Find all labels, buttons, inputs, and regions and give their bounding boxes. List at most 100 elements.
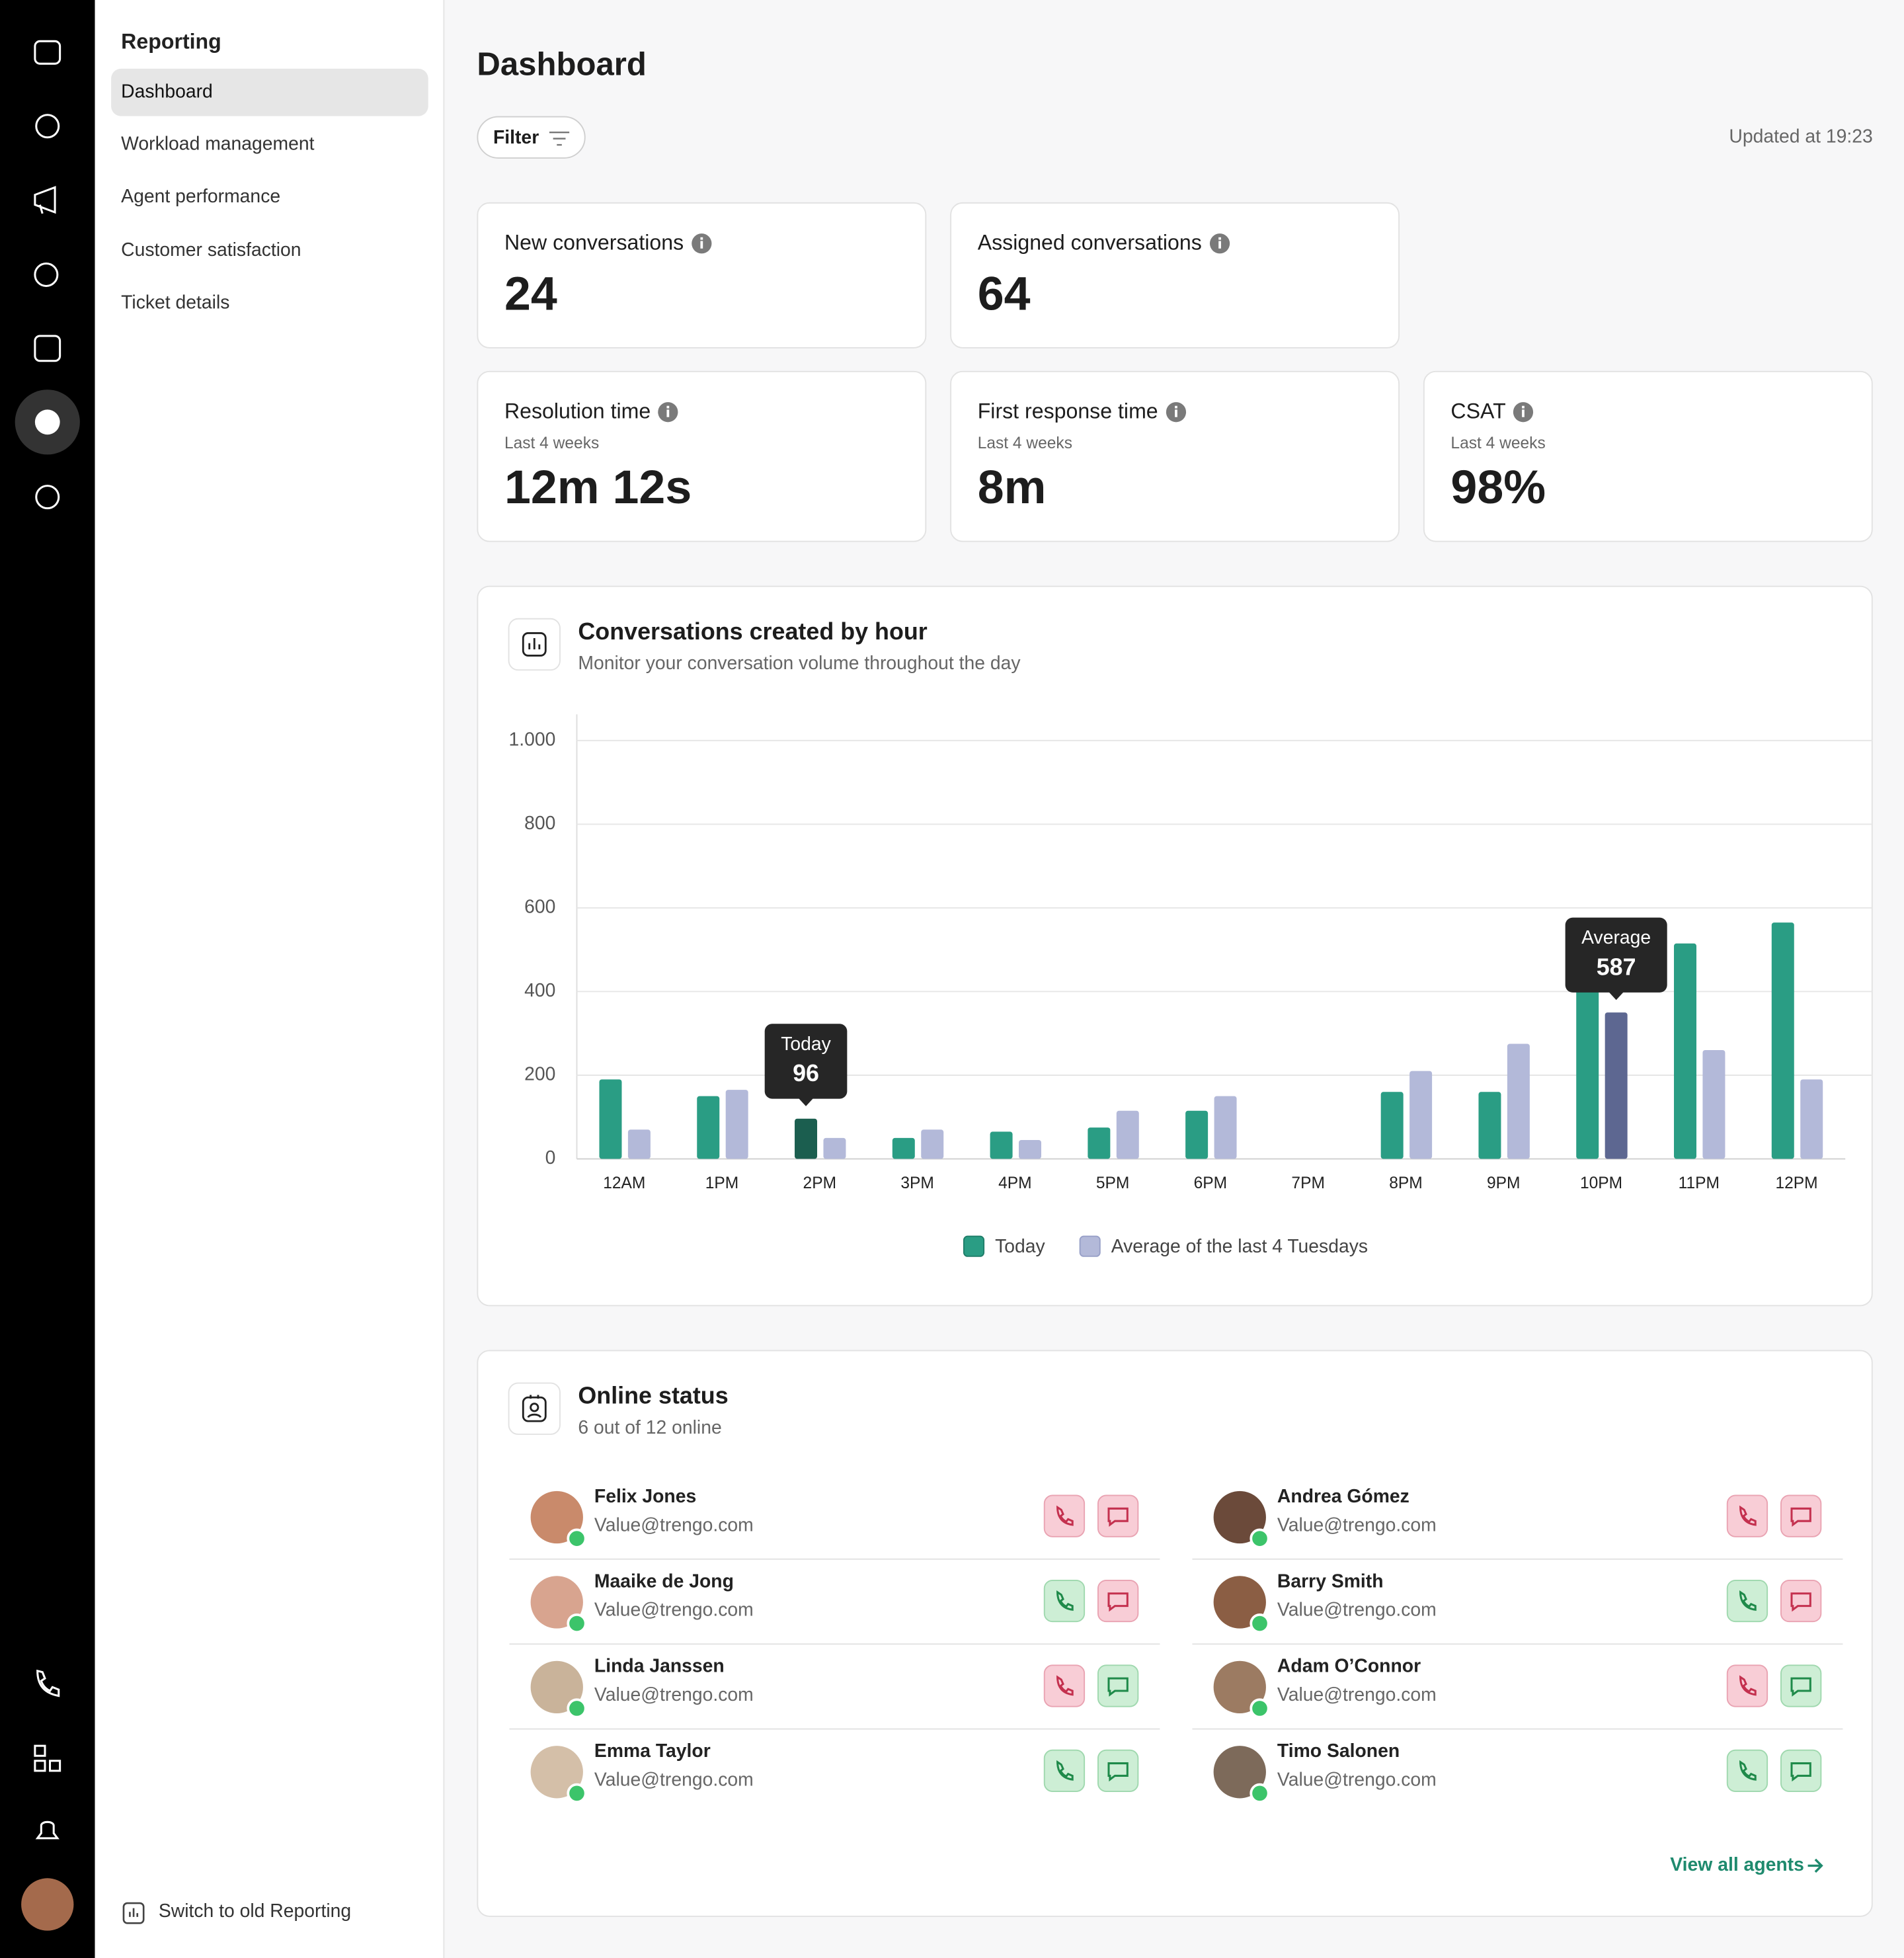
metric-value: 98% [1450,462,1546,515]
call-button[interactable] [1043,1749,1086,1792]
nav-item[interactable]: Agent performance [121,186,281,208]
filter-icon [549,131,570,146]
chat-glyph [1107,1677,1129,1697]
chat-glyph [1790,1677,1811,1697]
agent-name: Emma Taylor [594,1740,711,1762]
metric-label-row: CSAT [1450,399,1534,425]
metric-period: Last 4 weeks [1450,433,1546,452]
rail-icons [15,40,80,1931]
agent-email: Value@trengo.com [594,1514,754,1536]
arrow-icon [1807,1858,1823,1873]
agent-email: Value@trengo.com [1277,1684,1437,1706]
call-button[interactable] [1043,1494,1086,1537]
view-all-link[interactable]: View all agents [1670,1854,1804,1876]
metric-card: CSAT Last 4 weeks 98% [1423,370,1873,542]
metric-label: Assigned conversations [977,231,1202,255]
chat-button[interactable] [1780,1749,1822,1792]
info-icon[interactable] [658,402,678,423]
sidebar: Reporting Dashboard Workload management … [95,0,445,1958]
chat-button[interactable] [1780,1664,1822,1707]
online-dot [1250,1613,1270,1634]
agent-name: Timo Salonen [1277,1740,1400,1762]
online-card: Online status 6 out of 12 online View al… [477,1350,1873,1917]
nav-item[interactable]: Workload management [121,134,315,155]
row-divider [509,1558,1160,1560]
row-divider [1192,1643,1843,1645]
user-avatar[interactable] [21,1878,74,1931]
metric-period: Last 4 weeks [977,433,1072,452]
call-button[interactable] [1726,1664,1768,1707]
broadcast-icon[interactable] [34,186,56,214]
phone-glyph [1056,1590,1074,1611]
sidebar-title: Reporting [121,30,221,54]
call-button[interactable] [1726,1749,1768,1792]
info-icon[interactable] [1513,402,1534,423]
call-button[interactable] [1726,1579,1768,1623]
apps-icon[interactable] [34,1744,46,1757]
chat-button[interactable] [1780,1579,1822,1623]
bell-icon[interactable] [35,1820,60,1840]
chat-glyph [1107,1762,1129,1782]
filter-button[interactable]: Filter [477,116,586,159]
row-divider [1192,1728,1843,1730]
agent-email: Value@trengo.com [1277,1600,1437,1621]
icon-rail [0,0,95,1958]
agent-name: Andrea Gómez [1277,1486,1409,1508]
agent-email: Value@trengo.com [594,1684,754,1706]
call-button[interactable] [1726,1494,1768,1537]
online-dot [1250,1783,1270,1803]
nav-item[interactable]: Ticket details [121,292,230,314]
chat-button[interactable] [1097,1494,1139,1537]
contacts-icon[interactable] [34,335,61,362]
chat-glyph [1790,1507,1811,1527]
old-reporting-icon [122,1902,145,1924]
agent-name: Maaike de Jong [594,1570,734,1592]
chat-glyph [1790,1592,1811,1612]
info-icon[interactable] [691,233,711,254]
online-icon [508,1382,561,1435]
chat-button[interactable] [1097,1749,1139,1792]
row-divider [509,1728,1160,1730]
row-divider [1192,1558,1843,1560]
online-title: Online status [578,1383,729,1410]
inbox-icon[interactable] [34,40,61,65]
metric-card: Resolution time Last 4 weeks 12m 12s [477,370,927,542]
chat-icon[interactable] [35,114,60,139]
nav-item[interactable]: Dashboard [111,68,428,116]
agent-email: Value@trengo.com [594,1770,754,1791]
info-icon[interactable] [1209,233,1230,254]
chat-button[interactable] [1097,1579,1139,1623]
call-button[interactable] [1043,1664,1086,1707]
metric-label-row: New conversations [504,231,711,256]
row-divider [509,1643,1160,1645]
agent-email: Value@trengo.com [1277,1514,1437,1536]
switch-link[interactable]: Switch to old Reporting [158,1900,352,1922]
metric-label: CSAT [1450,399,1506,424]
metric-label-row: Resolution time [504,399,678,425]
metric-card: New conversations 24 [477,202,927,348]
metric-value: 8m [977,462,1047,515]
chat-button[interactable] [1780,1494,1822,1537]
online-dot [1250,1698,1270,1719]
phone-glyph [1056,1675,1074,1696]
nav-item[interactable]: Customer satisfaction [121,239,301,261]
online-subtitle: 6 out of 12 online [578,1417,722,1439]
agent-name: Felix Jones [594,1486,697,1508]
metric-value: 24 [504,268,557,321]
call-button[interactable] [1043,1579,1086,1623]
phone-icon[interactable] [36,1669,60,1697]
info-icon[interactable] [1166,402,1186,423]
phone-glyph [1056,1760,1074,1781]
help-icon[interactable] [34,262,59,287]
agent-email: Value@trengo.com [1277,1770,1437,1791]
metric-value: 12m 12s [504,462,692,515]
updated-at: Updated at 19:23 [1729,126,1873,147]
reporting-icon[interactable] [34,409,60,435]
agent-email: Value@trengo.com [594,1600,754,1621]
chart-icon [508,618,561,671]
chat-button[interactable] [1097,1664,1139,1707]
settings-icon[interactable] [35,485,60,510]
phone-glyph [1739,1590,1757,1611]
online-dot [567,1613,587,1634]
